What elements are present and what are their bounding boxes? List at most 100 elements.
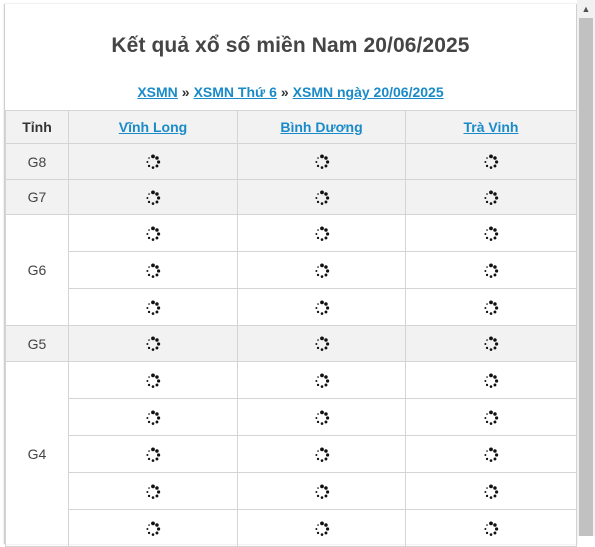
result-cell: [237, 361, 406, 399]
loading-spinner-icon: [484, 190, 499, 205]
loading-spinner-icon: [484, 373, 499, 388]
loading-spinner-icon: [484, 447, 499, 462]
loading-spinner-icon: [484, 521, 499, 536]
result-cell: [405, 361, 577, 399]
result-cell: [68, 435, 238, 473]
breadcrumb-xsmn-link[interactable]: XSMN: [137, 84, 178, 100]
result-cell: [68, 251, 238, 289]
table-row: [6, 251, 577, 289]
province-header-vinh-long: Vĩnh Long: [68, 110, 238, 144]
table-header-row: Tỉnh Vĩnh Long Bình Dương Trà Vinh: [5, 110, 577, 144]
table-row: G5: [5, 325, 577, 362]
result-cell: [405, 325, 577, 362]
loading-spinner-icon: [146, 373, 161, 388]
breadcrumb-separator: »: [181, 84, 190, 100]
loading-spinner-icon: [484, 484, 499, 499]
result-cell: [405, 509, 577, 547]
results-panel: Kết quả xổ số miền Nam 20/06/2025 XSMN» X…: [4, 4, 577, 547]
result-cell: [405, 214, 577, 252]
result-cell: [237, 214, 406, 252]
table-row: [6, 398, 577, 436]
vertical-scrollbar[interactable]: ▲: [577, 0, 595, 536]
result-cell: [68, 325, 238, 362]
table-row: G7: [5, 179, 577, 215]
loading-spinner-icon: [146, 226, 161, 241]
loading-spinner-icon: [314, 263, 329, 278]
table-row: [6, 288, 577, 326]
loading-spinner-icon: [314, 410, 329, 425]
result-cell: [405, 398, 577, 436]
result-cell: [405, 251, 577, 289]
loading-spinner-icon: [484, 300, 499, 315]
loading-spinner-icon: [314, 373, 329, 388]
result-cell: [68, 179, 238, 215]
result-cell: [405, 143, 577, 180]
loading-spinner-icon: [484, 336, 499, 352]
loading-spinner-icon: [314, 190, 329, 205]
result-cell: [68, 143, 238, 180]
loading-spinner-icon: [146, 190, 161, 205]
table-row: G6: [5, 214, 577, 326]
result-cell: [68, 361, 238, 399]
loading-spinner-icon: [314, 484, 329, 499]
prize-label-g6: G6: [5, 214, 69, 326]
result-cell: [68, 288, 238, 326]
table-row: G4: [5, 361, 577, 547]
loading-spinner-icon: [484, 263, 499, 278]
loading-spinner-icon: [484, 154, 499, 170]
loading-spinner-icon: [314, 300, 329, 315]
breadcrumb-xsmn-date-link[interactable]: XSMN ngày 20/06/2025: [292, 84, 444, 100]
page-title: Kết quả xổ số miền Nam 20/06/2025: [111, 34, 470, 57]
breadcrumb-separator: »: [280, 84, 289, 100]
result-cell: [237, 179, 406, 215]
table-row: [6, 509, 577, 547]
table-row: [6, 472, 577, 510]
result-cell: [237, 398, 406, 436]
province-header-tra-vinh: Trà Vinh: [405, 110, 577, 144]
loading-spinner-icon: [314, 336, 329, 352]
result-cell: [237, 143, 406, 180]
scroll-up-arrow-icon[interactable]: ▲: [581, 3, 591, 14]
province-link-binh-duong[interactable]: Bình Dương: [280, 119, 363, 135]
result-cell: [405, 472, 577, 510]
prize-label-g8: G8: [5, 143, 69, 180]
result-cell: [237, 288, 406, 326]
result-cell: [405, 435, 577, 473]
results-table: Tỉnh Vĩnh Long Bình Dương Trà Vinh G8 G7 G…: [5, 110, 577, 547]
prize-label-g7: G7: [5, 179, 69, 215]
result-cell: [237, 251, 406, 289]
result-cell: [68, 214, 238, 252]
loading-spinner-icon: [484, 410, 499, 425]
loading-spinner-icon: [314, 226, 329, 241]
result-cell: [405, 288, 577, 326]
loading-spinner-icon: [146, 154, 161, 170]
scroll-thumb[interactable]: [579, 18, 593, 536]
loading-spinner-icon: [146, 410, 161, 425]
breadcrumb-xsmn-friday-link[interactable]: XSMN Thứ 6: [193, 84, 277, 100]
loading-spinner-icon: [146, 263, 161, 278]
loading-spinner-icon: [146, 447, 161, 462]
result-cell: [237, 472, 406, 510]
prize-label-g4: G4: [5, 361, 69, 547]
result-cell: [237, 509, 406, 547]
loading-spinner-icon: [146, 336, 161, 352]
result-cell: [237, 325, 406, 362]
result-cell: [68, 509, 238, 547]
province-link-tra-vinh[interactable]: Trà Vinh: [463, 119, 519, 135]
loading-spinner-icon: [314, 521, 329, 536]
province-link-vinh-long[interactable]: Vĩnh Long: [118, 119, 188, 135]
result-cell: [68, 472, 238, 510]
results-body: G8 G7 G6 G5 G4: [5, 143, 577, 547]
province-column-header: Tỉnh: [5, 110, 69, 144]
table-row: [6, 435, 577, 473]
table-row: G8: [5, 143, 577, 180]
result-cell: [405, 179, 577, 215]
loading-spinner-icon: [146, 300, 161, 315]
loading-spinner-icon: [314, 447, 329, 462]
prize-label-g5: G5: [5, 325, 69, 362]
province-header-binh-duong: Bình Dương: [237, 110, 406, 144]
loading-spinner-icon: [146, 521, 161, 536]
loading-spinner-icon: [484, 226, 499, 241]
result-cell: [68, 398, 238, 436]
loading-spinner-icon: [314, 154, 329, 170]
